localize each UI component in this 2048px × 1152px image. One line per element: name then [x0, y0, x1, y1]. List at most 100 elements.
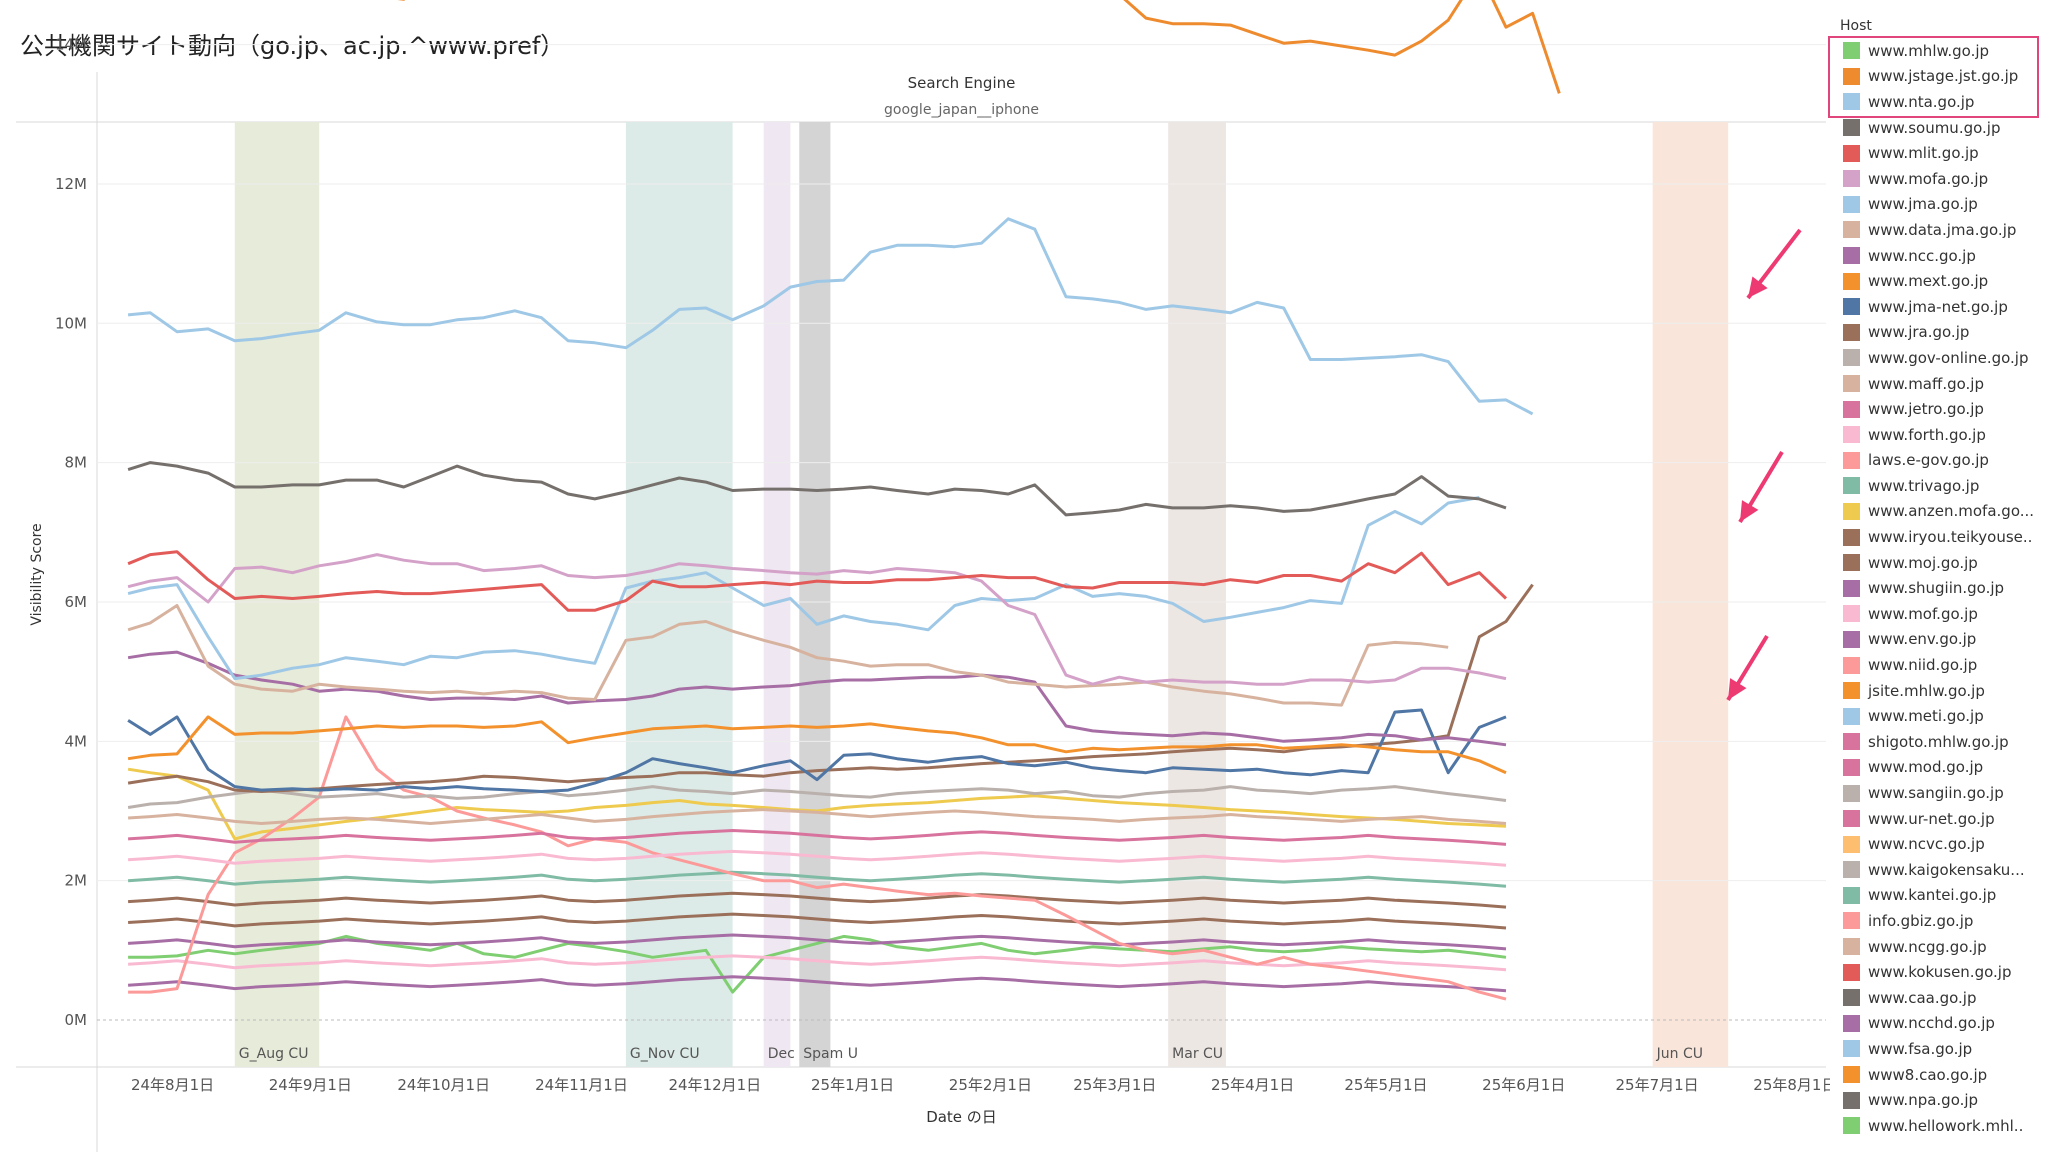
legend-item[interactable]: www.maff.go.jp — [1836, 371, 2048, 397]
x-tick-label: 25年4月1日 — [1211, 1076, 1294, 1094]
legend-swatch — [1843, 861, 1860, 879]
legend-swatch — [1843, 1091, 1860, 1109]
legend-item[interactable]: www.gov-online.go.jp — [1836, 345, 2048, 371]
y-tick-label: 12M — [55, 175, 87, 193]
legend-item[interactable]: www.caa.go.jp — [1836, 985, 2048, 1011]
legend-item[interactable]: www.mext.go.jp — [1836, 268, 2048, 294]
legend-item[interactable]: www.data.jma.go.jp — [1836, 217, 2048, 243]
legend-label: www.niid.go.jp — [1868, 656, 1978, 675]
legend-item[interactable]: www.ncc.go.jp — [1836, 243, 2048, 269]
legend-swatch — [1843, 67, 1860, 85]
legend-item[interactable]: www.niid.go.jp — [1836, 652, 2048, 678]
legend-item[interactable]: www.mlit.go.jp — [1836, 140, 2048, 166]
legend-label: www.jra.go.jp — [1868, 323, 1970, 342]
legend-item[interactable]: www.mof.go.jp — [1836, 601, 2048, 627]
legend-item[interactable]: www.mofa.go.jp — [1836, 166, 2048, 192]
legend-label: www.data.jma.go.jp — [1868, 220, 2017, 239]
legend-item[interactable]: info.gbiz.go.jp — [1836, 908, 2048, 934]
legend-label: www.kaigokensaku... — [1868, 860, 2025, 879]
update-band — [625, 122, 733, 1067]
legend-label: www.sangiin.go.jp — [1868, 784, 2004, 803]
legend-item[interactable]: www.nta.go.jp — [1836, 89, 2048, 115]
legend-item[interactable]: www.trivago.jp — [1836, 473, 2048, 499]
legend-highlight-box — [1828, 36, 2039, 118]
legend-item[interactable]: www.fsa.go.jp — [1836, 1036, 2048, 1062]
legend-swatch — [1843, 375, 1860, 393]
x-tick-label: 24年11月1日 — [535, 1076, 628, 1094]
legend-item[interactable]: www.jra.go.jp — [1836, 320, 2048, 346]
legend-label: www.forth.go.jp — [1868, 425, 1986, 444]
legend-swatch — [1843, 835, 1860, 853]
legend-swatch — [1843, 605, 1860, 623]
series-line — [127, 461, 1507, 517]
legend-item[interactable]: www.anzen.mofa.go... — [1836, 499, 2048, 525]
legend-item[interactable]: www.hellowork.mhl.. — [1836, 1113, 2048, 1139]
band-label: Jun CU — [1656, 1046, 1703, 1062]
legend-item[interactable]: www.env.go.jp — [1836, 627, 2048, 653]
update-band — [234, 122, 320, 1067]
legend-label: www.mofa.go.jp — [1868, 169, 1989, 188]
legend-item[interactable]: www.jma.go.jp — [1836, 192, 2048, 218]
legend-item[interactable]: www.mod.go.jp — [1836, 755, 2048, 781]
band-label: Spam U — [803, 1046, 858, 1062]
legend-swatch — [1843, 989, 1860, 1007]
x-tick-label: 24年12月1日 — [668, 1076, 761, 1094]
legend-swatch — [1843, 682, 1860, 700]
series-line — [128, 715, 1507, 1001]
series-line — [127, 553, 1507, 686]
series-line — [127, 708, 1507, 793]
legend-item[interactable]: www.jstage.jst.go.jp — [1836, 64, 2048, 90]
series-line — [128, 975, 1507, 993]
legend-item[interactable]: www.meti.go.jp — [1836, 703, 2048, 729]
legend-item[interactable]: www.soumu.go.jp — [1836, 115, 2048, 141]
x-tick-label: 24年10月1日 — [397, 1076, 490, 1094]
legend-swatch — [1843, 477, 1860, 495]
legend-swatch — [1843, 733, 1860, 751]
series-line — [128, 808, 1507, 825]
legend-swatch — [1843, 247, 1860, 265]
legend-item[interactable]: www.kaigokensaku... — [1836, 857, 2048, 883]
legend-label: www.ur-net.go.jp — [1868, 809, 1995, 828]
legend-swatch — [1843, 554, 1860, 572]
legend-swatch — [1843, 1117, 1860, 1135]
legend-item[interactable]: www.ur-net.go.jp — [1836, 806, 2048, 832]
legend-item[interactable]: www.sangiin.go.jp — [1836, 780, 2048, 806]
annotation-arrow-head — [1740, 500, 1759, 522]
legend-item[interactable]: www.ncgg.go.jp — [1836, 934, 2048, 960]
legend-label: www.mhlw.go.jp — [1868, 41, 1990, 60]
legend-item[interactable]: www.jetro.go.jp — [1836, 396, 2048, 422]
legend-item[interactable]: www.iryou.teikyouse.. — [1836, 524, 2048, 550]
legend-item[interactable]: www.jma-net.go.jp — [1836, 294, 2048, 320]
legend-item[interactable]: jsite.mhlw.go.jp — [1836, 678, 2048, 704]
legend-item[interactable]: www.npa.go.jp — [1836, 1087, 2048, 1113]
legend-label: www.mod.go.jp — [1868, 758, 1984, 777]
legend-item[interactable]: www.mhlw.go.jp — [1836, 38, 2048, 64]
band-label: G_Nov CU — [630, 1046, 700, 1062]
y-tick-label: 10M — [55, 314, 87, 332]
legend-item[interactable]: www.ncvc.go.jp — [1836, 831, 2048, 857]
legend-item[interactable]: www.moj.go.jp — [1836, 550, 2048, 576]
legend-item[interactable]: www.shugiin.go.jp — [1836, 575, 2048, 601]
legend-item[interactable]: shigoto.mhlw.go.jp — [1836, 729, 2048, 755]
annotation-arrow-head — [1728, 678, 1747, 700]
legend-label: www.kantei.go.jp — [1868, 886, 1997, 905]
legend-item[interactable]: laws.e-gov.go.jp — [1836, 448, 2048, 474]
series-line — [128, 829, 1507, 846]
legend-item[interactable]: www.kokusen.go.jp — [1836, 959, 2048, 985]
x-tick-label: 25年1月1日 — [811, 1076, 894, 1094]
legend-item[interactable]: www.kantei.go.jp — [1836, 883, 2048, 909]
series-line — [127, 583, 1534, 793]
legend-swatch — [1843, 195, 1860, 213]
legend-swatch — [1843, 656, 1860, 674]
facet-header: Search Engine — [908, 74, 1016, 92]
legend-swatch — [1843, 323, 1860, 341]
legend-item[interactable]: www.forth.go.jp — [1836, 422, 2048, 448]
series-line — [127, 604, 1449, 707]
update-band — [763, 122, 791, 1067]
legend-label: laws.e-gov.go.jp — [1868, 451, 1989, 470]
band-label: Mar CU — [1172, 1046, 1223, 1062]
legend-item[interactable]: www.ncchd.go.jp — [1836, 1011, 2048, 1037]
y-tick-label: 0M — [65, 1011, 88, 1029]
legend-swatch — [1843, 1066, 1860, 1084]
legend-item[interactable]: www8.cao.go.jp — [1836, 1062, 2048, 1088]
